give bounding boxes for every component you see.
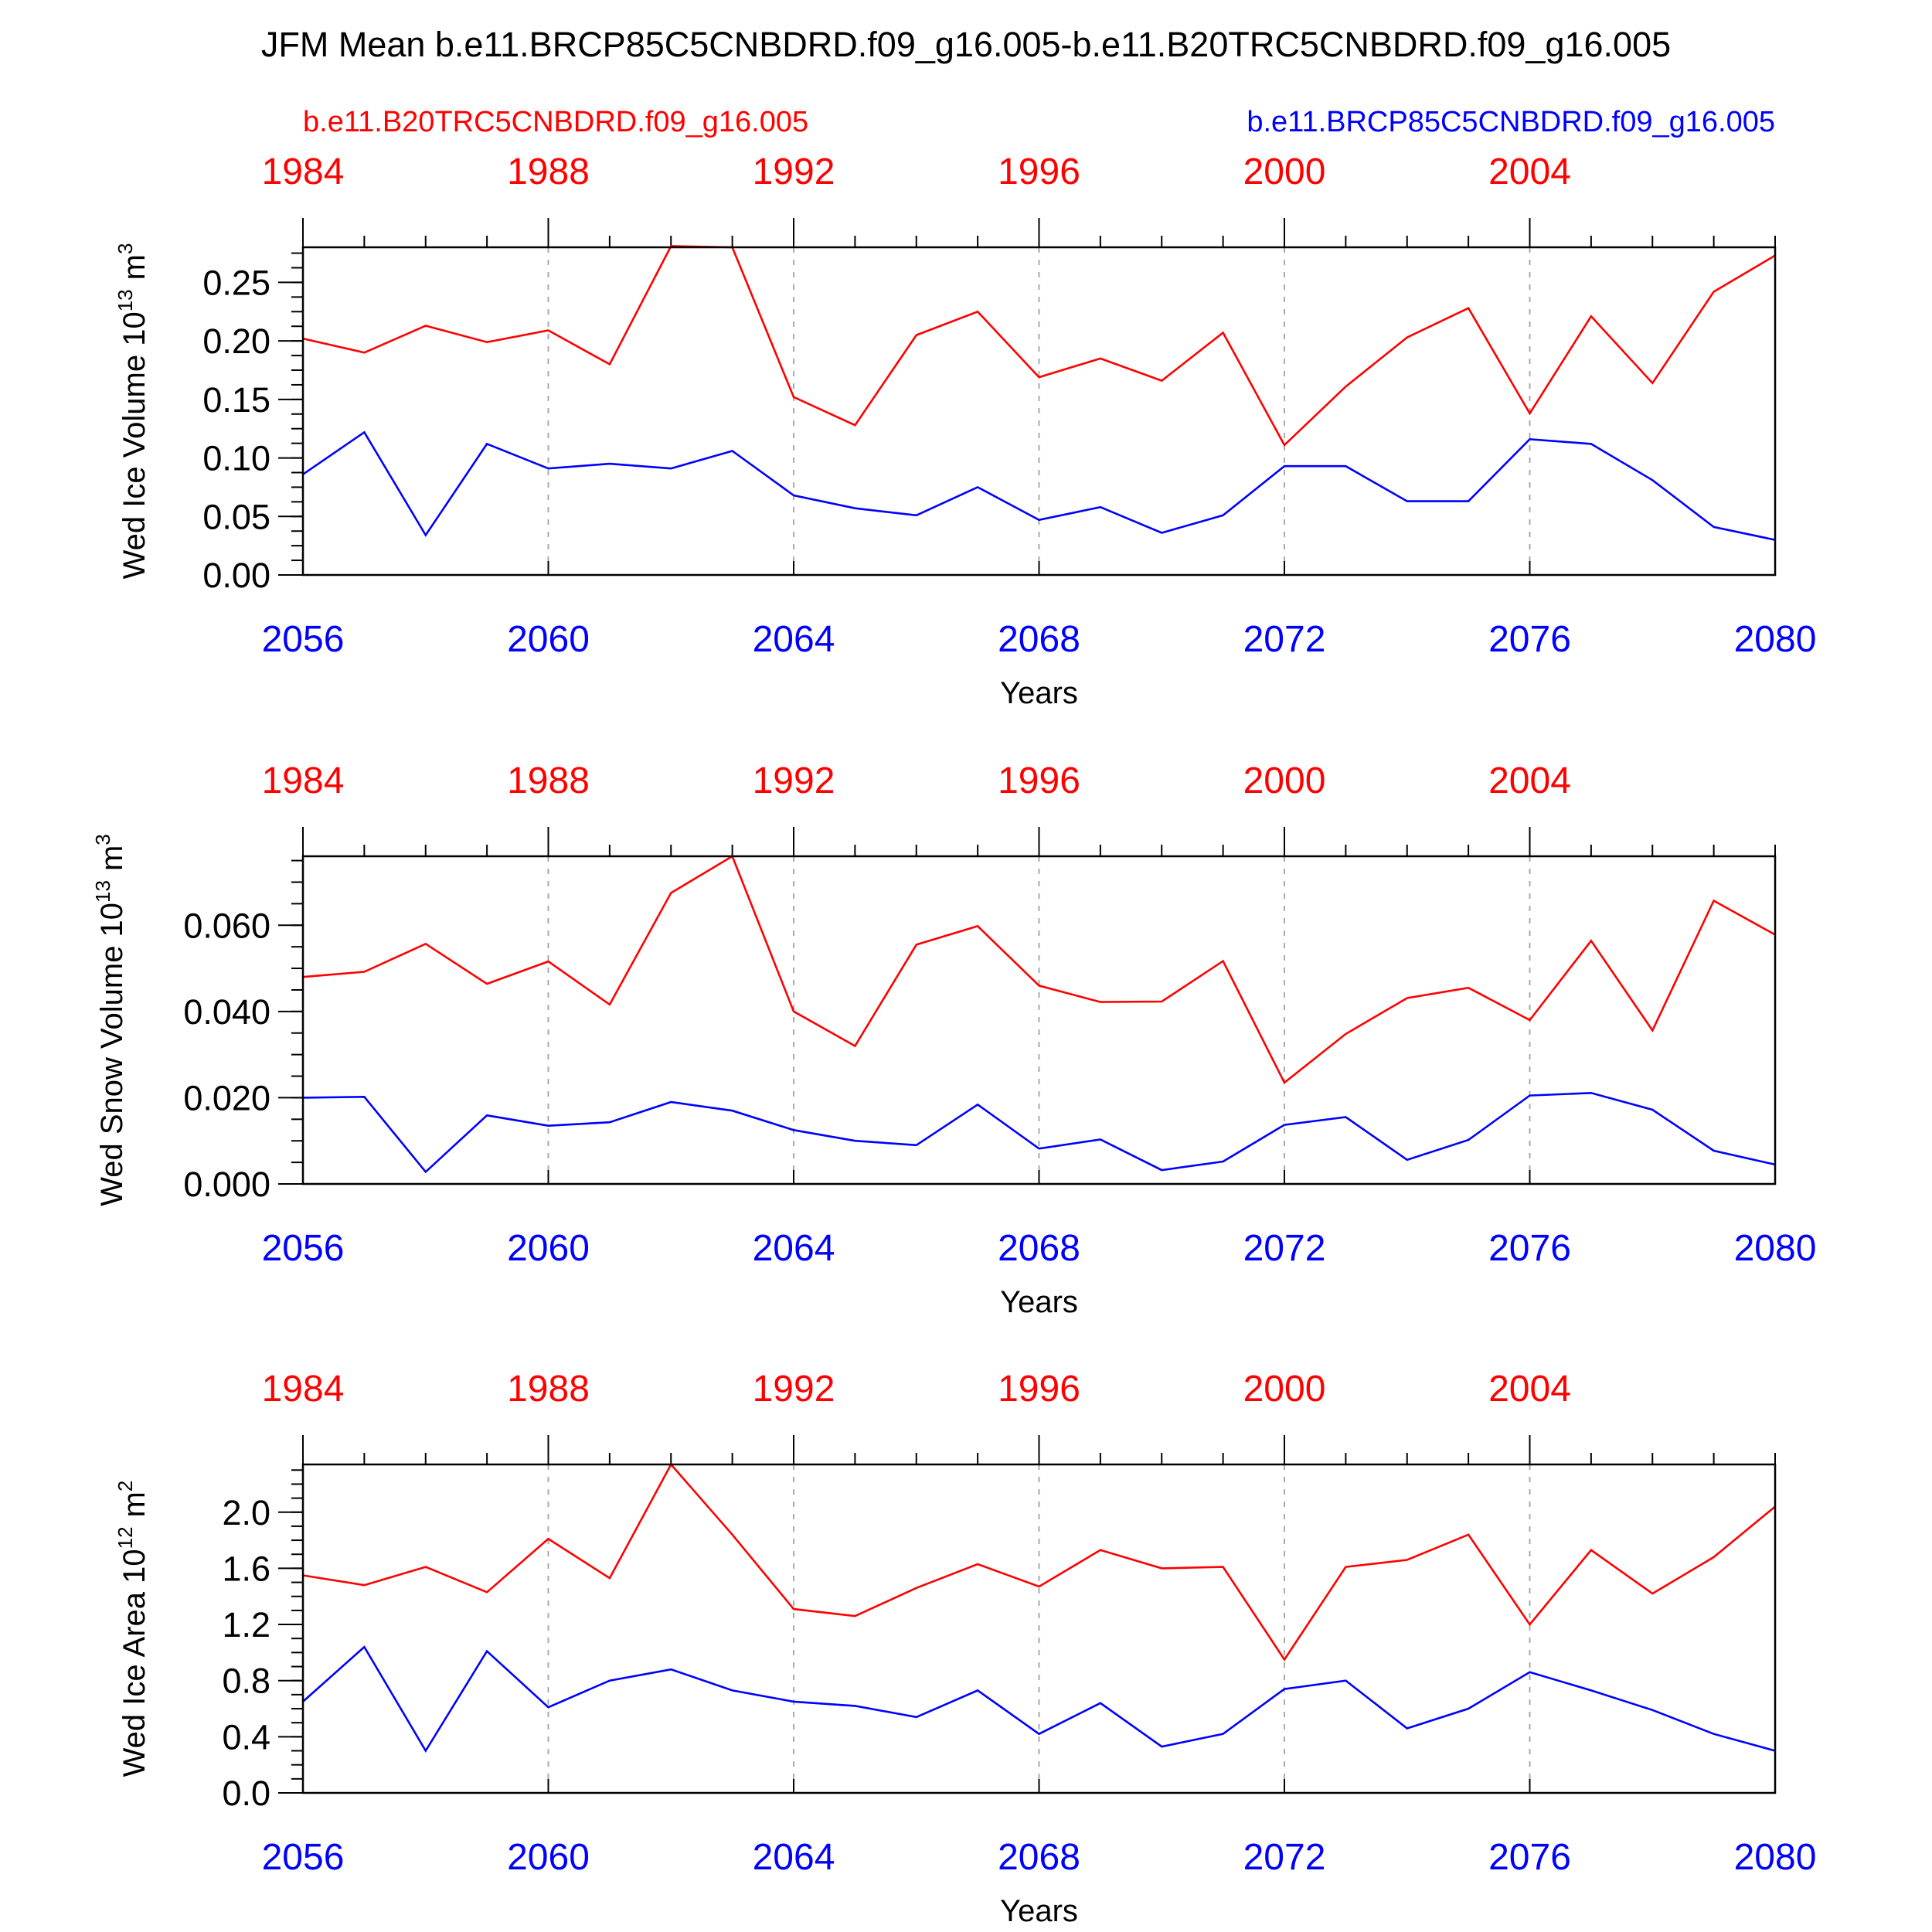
top-tick-label: 1988: [507, 1369, 590, 1410]
y-tick-label: 0.020: [183, 1078, 270, 1117]
y-tick-label: 1.2: [222, 1605, 270, 1645]
y-tick-label: 0.05: [202, 497, 270, 536]
y-axis-label-unit-exp: 2: [114, 1481, 137, 1492]
bottom-tick-label: 2080: [1734, 619, 1817, 660]
series-line-future: [302, 430, 1776, 541]
top-tick-label: 1984: [262, 151, 345, 192]
top-tick-label: 1988: [507, 151, 590, 192]
x-axis-label: Years: [1000, 1894, 1078, 1928]
y-axis-label-unit: m: [117, 1492, 151, 1517]
y-tick-label: 0.00: [202, 556, 270, 595]
y-tick-label: 0.20: [202, 321, 270, 361]
bottom-tick-label: 2068: [998, 1837, 1080, 1878]
top-tick-label: 2004: [1488, 151, 1571, 192]
bottom-tick-label: 2056: [262, 619, 345, 660]
y-axis-label-unit-exp: 3: [114, 243, 137, 254]
top-tick-label: 1992: [753, 760, 835, 801]
top-tick-label: 1992: [753, 1369, 835, 1410]
x-axis-label: Years: [1000, 1285, 1078, 1319]
y-tick-label: 0.040: [183, 992, 270, 1032]
x-axis-label: Years: [1000, 676, 1078, 710]
bottom-tick-label: 2072: [1243, 1837, 1326, 1878]
y-axis-label: Wed Snow Volume 1013 m3: [91, 834, 129, 1206]
bottom-tick-label: 2080: [1734, 1837, 1817, 1878]
panels: 1984 1988 1992 1996 2000 2004 2056 2060 2064 2068…: [91, 151, 1816, 1928]
bottom-tick-label: 2076: [1488, 1837, 1571, 1878]
y-tick-label: 0.060: [183, 906, 270, 945]
panel-1: 1984 1988 1992 1996 2000 2004 2056 2060 2064 2068…: [114, 151, 1816, 710]
top-tick-label: 1992: [753, 151, 835, 192]
bottom-tick-label: 2068: [998, 1228, 1080, 1269]
top-tick-label: 2000: [1243, 1369, 1326, 1410]
top-tick-label: 1996: [998, 151, 1080, 192]
y-axis-label-unit-exp: 3: [91, 834, 114, 845]
bottom-tick-label: 2060: [507, 1837, 590, 1878]
top-tick-label: 1988: [507, 760, 590, 801]
y-tick-label: 1.6: [222, 1549, 270, 1588]
y-tick-label: 0.8: [222, 1662, 270, 1701]
bottom-tick-label: 2064: [753, 619, 835, 660]
y-tick-label: 0.0: [222, 1774, 270, 1813]
bottom-tick-label: 2060: [507, 1228, 590, 1269]
top-tick-label: 1984: [262, 1369, 345, 1410]
y-axis-label: Wed Ice Volume 1013 m3: [114, 243, 151, 580]
y-axis-label-exp: 12: [114, 1526, 137, 1549]
y-axis-label-unit: m: [117, 254, 151, 280]
bottom-tick-label: 2076: [1488, 619, 1571, 660]
bottom-tick-label: 2056: [262, 1228, 345, 1269]
y-axis-label-text: Wed Ice Area 10: [117, 1549, 151, 1777]
bottom-tick-label: 2080: [1734, 1228, 1817, 1269]
series-line-future: [302, 1091, 1776, 1174]
top-tick-label: 2000: [1243, 151, 1326, 192]
bottom-tick-label: 2068: [998, 619, 1080, 660]
series-line-historical: [302, 855, 1776, 1084]
panel-3: 1984 1988 1992 1996 2000 2004 2056 2060 2064 2068…: [114, 1369, 1816, 1928]
y-axis-label-unit: m: [95, 845, 129, 871]
figure-title: JFM Mean b.e11.BRCP85C5CNBDRD.f09_g16.00…: [261, 25, 1671, 64]
y-tick-label: 0.4: [222, 1717, 270, 1757]
series-line-future: [302, 1645, 1776, 1753]
panel-2: 1984 1988 1992 1996 2000 2004 2056 2060 2064 2068…: [91, 760, 1816, 1319]
plot-frame: [301, 1463, 1777, 1794]
bottom-tick-label: 2064: [753, 1837, 835, 1878]
plot-frame: [301, 855, 1777, 1185]
bottom-tick-label: 2072: [1243, 619, 1326, 660]
top-tick-label: 2004: [1488, 760, 1571, 801]
y-axis-label-exp: 13: [114, 289, 137, 311]
series-line-historical: [302, 1462, 1776, 1662]
top-tick-label: 2000: [1243, 760, 1326, 801]
bottom-tick-label: 2064: [753, 1228, 835, 1269]
top-tick-label: 1996: [998, 1369, 1080, 1410]
top-tick-label: 1996: [998, 760, 1080, 801]
top-tick-label: 2004: [1488, 1369, 1571, 1410]
y-axis-label-text: Wed Snow Volume 10: [95, 903, 129, 1206]
y-tick-label: 2.0: [222, 1493, 270, 1532]
bottom-tick-label: 2076: [1488, 1228, 1571, 1269]
legend-future: b.e11.BRCP85C5CNBDRD.f09_g16.005: [1247, 106, 1775, 138]
y-axis-label-text: Wed Ice Volume 10: [117, 311, 151, 579]
y-tick-label: 0.10: [202, 439, 270, 478]
legend-historical: b.e11.B20TRC5CNBDRD.f09_g16.005: [303, 106, 808, 138]
bottom-tick-label: 2056: [262, 1837, 345, 1878]
y-tick-label: 0.000: [183, 1165, 270, 1204]
bottom-tick-label: 2072: [1243, 1228, 1326, 1269]
plot-frame: [301, 246, 1777, 577]
y-tick-label: 0.15: [202, 380, 270, 420]
bottom-tick-label: 2060: [507, 619, 590, 660]
y-tick-label: 0.25: [202, 263, 270, 302]
series-line-historical: [302, 245, 1776, 447]
top-tick-label: 1984: [262, 760, 345, 801]
y-axis-label-exp: 13: [91, 880, 114, 903]
y-axis-label: Wed Ice Area 1012 m2: [114, 1481, 151, 1777]
